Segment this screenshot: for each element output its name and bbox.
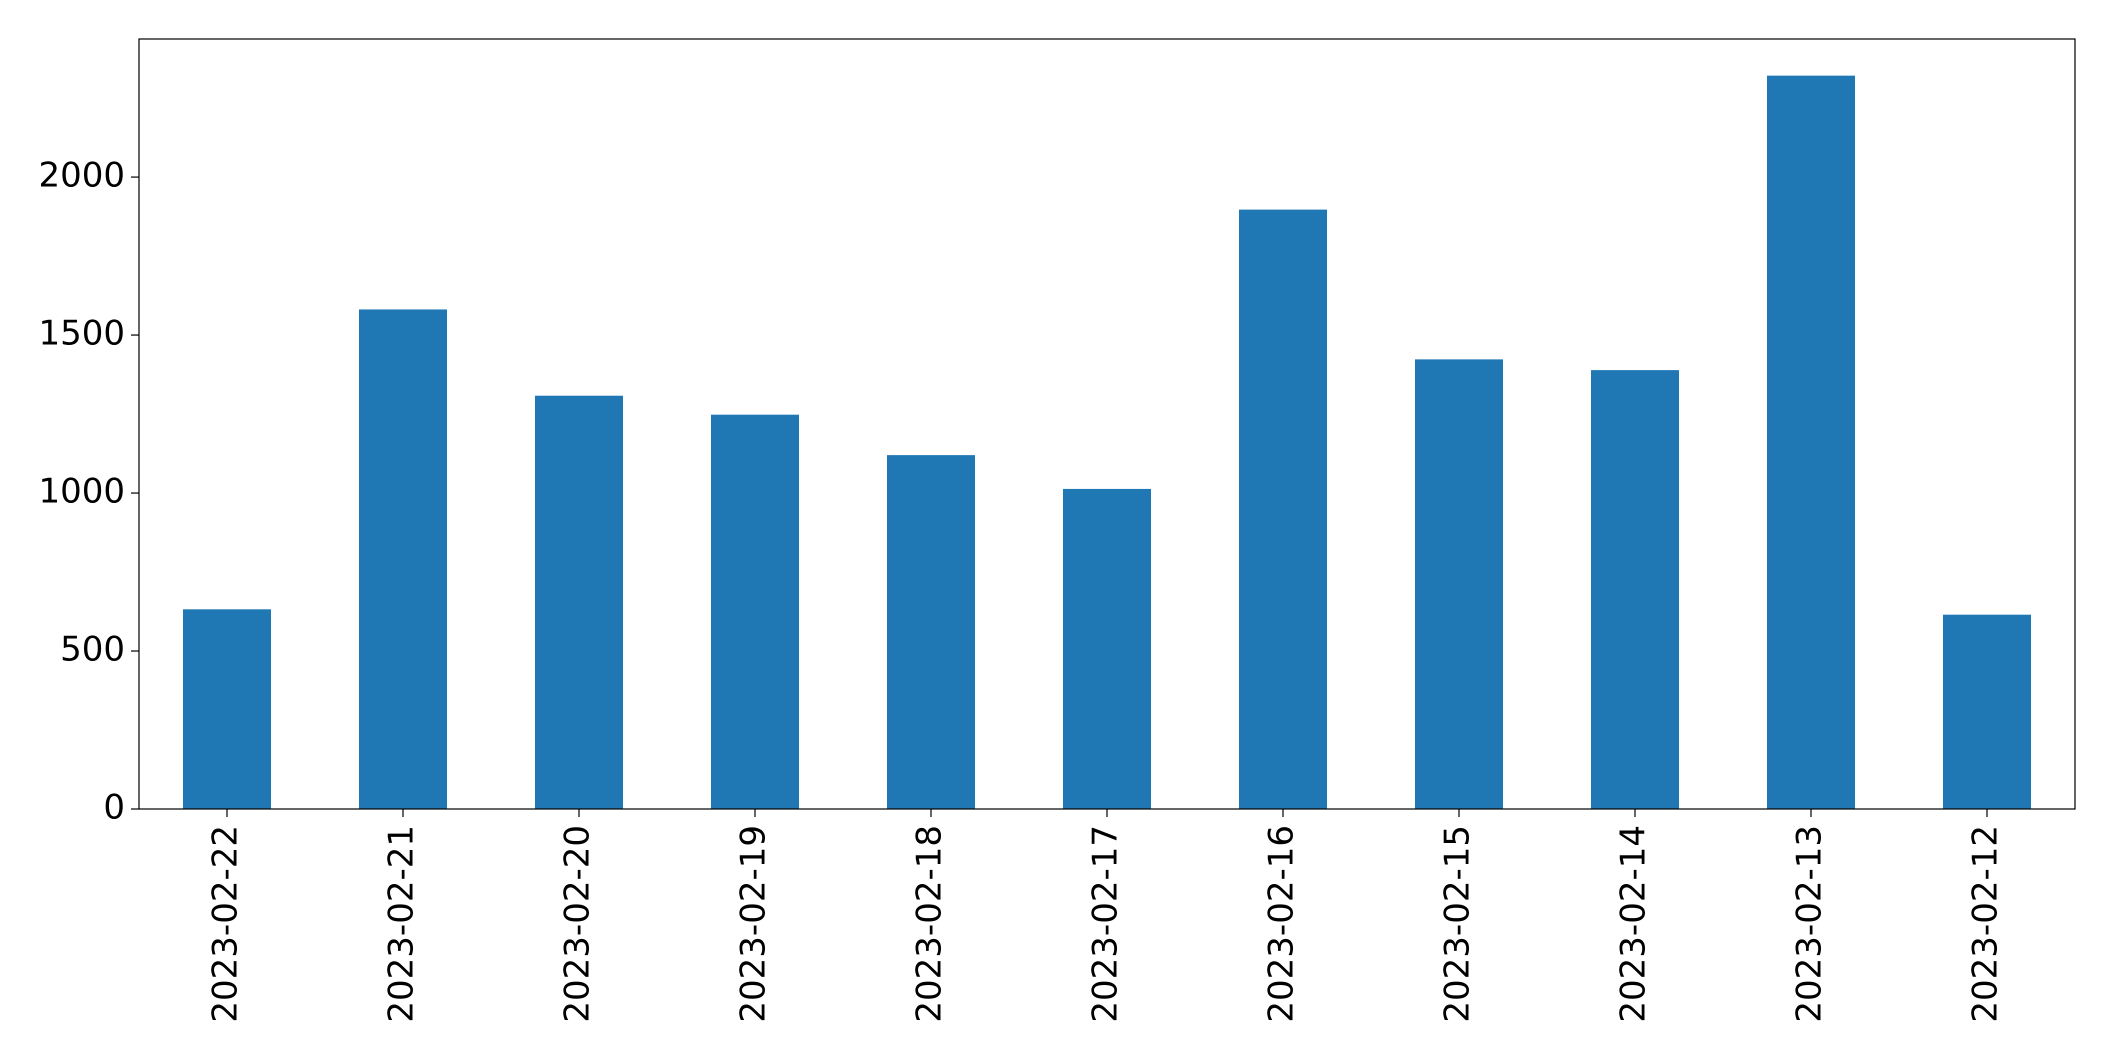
bar bbox=[1415, 359, 1503, 809]
y-tick-label: 0 bbox=[103, 788, 125, 828]
x-tick-label: 2023-02-12 bbox=[1966, 825, 2006, 1023]
bar bbox=[183, 609, 271, 809]
x-tick-label: 2023-02-21 bbox=[382, 825, 422, 1023]
bar bbox=[1943, 614, 2031, 809]
y-tick-label: 2000 bbox=[38, 156, 125, 196]
x-tick-label: 2023-02-19 bbox=[734, 825, 774, 1023]
x-tick-label: 2023-02-15 bbox=[1438, 825, 1478, 1023]
bar bbox=[711, 414, 799, 809]
x-tick-label: 2023-02-22 bbox=[206, 825, 246, 1023]
x-tick-label: 2023-02-18 bbox=[910, 825, 950, 1023]
bar bbox=[1239, 209, 1327, 809]
bar bbox=[1063, 488, 1151, 809]
y-tick-label: 1500 bbox=[38, 314, 125, 354]
x-tick-label: 2023-02-20 bbox=[558, 825, 598, 1023]
x-tick-label: 2023-02-16 bbox=[1262, 825, 1302, 1023]
bar bbox=[887, 455, 975, 809]
y-tick-label: 1000 bbox=[38, 472, 125, 512]
bar bbox=[359, 309, 447, 809]
bar bbox=[1591, 370, 1679, 809]
x-tick-label: 2023-02-13 bbox=[1790, 825, 1830, 1023]
bar bbox=[1767, 75, 1855, 810]
x-tick-label: 2023-02-14 bbox=[1614, 825, 1654, 1023]
plot-frame bbox=[138, 38, 2076, 810]
bar bbox=[535, 395, 623, 809]
x-tick-label: 2023-02-17 bbox=[1086, 825, 1126, 1023]
y-tick-label: 500 bbox=[60, 630, 125, 670]
